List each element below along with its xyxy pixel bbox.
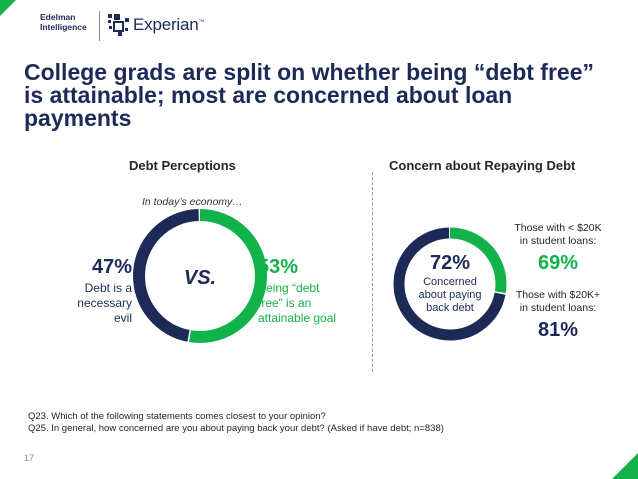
debt-free-label-line-2: free” is an xyxy=(258,296,312,310)
under-20k-label-line-2: in student loans: xyxy=(519,235,597,247)
necessary-evil-label-line-1: Debt is a xyxy=(84,281,132,295)
economy-subheading: In today’s economy… xyxy=(142,196,243,208)
debt-perceptions-heading: Debt Perceptions xyxy=(129,158,236,173)
concern-donut xyxy=(393,227,507,341)
under-20k-value: 69% xyxy=(537,252,579,274)
footnote-q23: Q23. Which of the following statements c… xyxy=(28,411,326,422)
concern-slice-0 xyxy=(393,227,507,341)
corner-accent-bottom xyxy=(612,453,638,479)
debt-perceptions-slice-1 xyxy=(133,209,267,343)
edelman-intelligence-logo: Edelman Intelligence xyxy=(40,12,92,32)
necessary-evil-label-line-2: necessary evil xyxy=(77,296,132,325)
concern-center: 72% Concerned about paying back debt xyxy=(405,252,495,315)
under-20k-label: Those with < $20K in student loans: xyxy=(504,222,612,248)
under-20k-callout: Those with < $20K in student loans: 69% xyxy=(504,222,612,275)
page-title: College grads are split on whether being… xyxy=(24,59,594,131)
necessary-evil-value: 47% xyxy=(91,256,132,278)
necessary-evil-label: Debt is a necessary evil xyxy=(60,281,132,326)
debt-free-label: Being “debt free” is an attainable goal xyxy=(258,281,348,326)
experian-trademark: ™ xyxy=(198,19,205,26)
debt-free-value: 53% xyxy=(258,256,299,278)
debt-free-label-line-1: Being “debt xyxy=(258,281,320,295)
concern-slice-1 xyxy=(393,227,507,341)
experian-wordmark: Experian™ xyxy=(133,15,205,35)
debt-perceptions-donut: VS. xyxy=(133,209,267,343)
experian-mark-icon xyxy=(108,14,129,36)
necessary-evil-callout: 47% Debt is a necessary evil xyxy=(60,256,132,326)
edelman-logo-line-2: Intelligence xyxy=(40,22,87,32)
corner-accent-top xyxy=(0,0,16,16)
concern-value: 72% xyxy=(429,252,471,274)
concern-label-line-3: back debt xyxy=(426,302,474,314)
over-20k-callout: Those with $20K+ in student loans: 81% xyxy=(504,289,612,342)
experian-wordmark-text: Experian xyxy=(133,15,199,34)
footnote-q25: Q25. In general, how concerned are you a… xyxy=(28,423,444,434)
debt-free-label-line-3: attainable goal xyxy=(258,311,337,325)
over-20k-label: Those with $20K+ in student loans: xyxy=(504,289,612,315)
logo-divider xyxy=(99,11,100,41)
concern-label: Concerned about paying back debt xyxy=(405,276,495,315)
debt-perceptions-ring xyxy=(133,209,267,343)
footnotes: Q23. Which of the following statements c… xyxy=(28,411,444,435)
concern-label-line-2: about paying xyxy=(418,289,482,301)
concern-heading: Concern about Repaying Debt xyxy=(389,158,576,173)
vs-label: VS. xyxy=(184,267,216,289)
under-20k-label-line-1: Those with < $20K xyxy=(514,222,602,234)
over-20k-label-line-2: in student loans: xyxy=(519,302,597,314)
edelman-logo-line-1: Edelman xyxy=(40,12,76,22)
over-20k-value: 81% xyxy=(537,319,579,341)
debt-free-callout: 53% Being “debt free” is an attainable g… xyxy=(258,256,348,326)
debt-perceptions-slice-0 xyxy=(133,209,267,343)
page-number: 17 xyxy=(24,453,35,463)
over-20k-label-line-1: Those with $20K+ xyxy=(515,289,601,301)
concern-label-line-1: Concerned xyxy=(423,276,477,288)
panel-divider xyxy=(372,172,373,372)
concern-ring xyxy=(393,227,507,341)
